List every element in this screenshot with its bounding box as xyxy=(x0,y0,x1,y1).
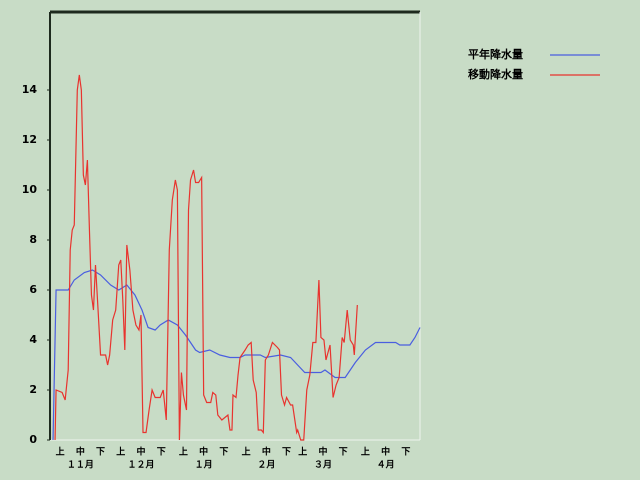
x-tick-label: 下 xyxy=(157,447,166,458)
y-tick-label: 4 xyxy=(29,333,37,346)
x-tick-label: 中 xyxy=(318,446,327,458)
x-tick-label: 中 xyxy=(381,446,390,458)
y-tick-label: 14 xyxy=(22,83,38,96)
x-group-label: １月 xyxy=(195,460,213,471)
x-group-label: ４月 xyxy=(377,460,395,471)
x-group-label: ３月 xyxy=(314,460,332,471)
x-group-label: １１月 xyxy=(67,460,94,471)
x-tick-label: 下 xyxy=(282,447,291,458)
series-line xyxy=(52,269,421,441)
y-tick-label: 0 xyxy=(29,433,37,446)
y-tick-label: 10 xyxy=(22,183,38,196)
y-tick-label: 2 xyxy=(29,383,37,396)
x-group-label: １２月 xyxy=(127,460,154,471)
x-tick-label: 中 xyxy=(136,446,145,458)
x-tick-label: 下 xyxy=(219,447,228,458)
x-tick-label: 中 xyxy=(262,446,271,458)
x-tick-label: 下 xyxy=(96,447,105,458)
x-tick-label: 中 xyxy=(199,446,208,458)
x-tick-label: 上 xyxy=(179,446,188,458)
y-tick-label: 8 xyxy=(29,233,37,246)
x-group-label: ２月 xyxy=(257,460,275,471)
x-tick-label: 上 xyxy=(361,446,370,458)
series-line xyxy=(54,74,358,441)
x-tick-label: 上 xyxy=(56,446,65,458)
x-tick-label: 下 xyxy=(401,447,410,458)
x-tick-label: 中 xyxy=(76,446,85,458)
y-tick-label: 6 xyxy=(29,283,37,296)
x-tick-label: 上 xyxy=(242,446,251,458)
x-tick-label: 上 xyxy=(116,446,125,458)
y-tick-label: 12 xyxy=(22,133,37,146)
legend-label: 移動降水量 xyxy=(468,67,523,81)
x-tick-label: 上 xyxy=(298,446,307,458)
x-tick-label: 下 xyxy=(339,447,348,458)
legend-label: 平年降水量 xyxy=(468,47,523,61)
plot-area xyxy=(50,12,420,440)
